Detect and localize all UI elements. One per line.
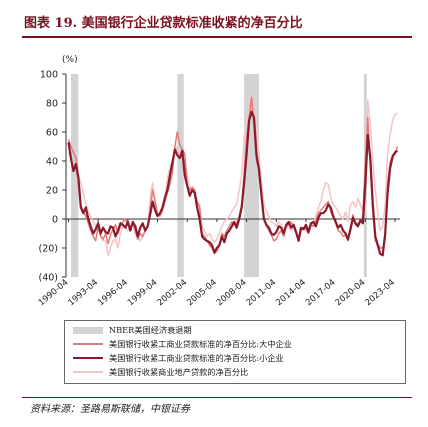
- legend-item-small: 美国银行收紧工商业贷款标准的净百分比:小企业: [73, 352, 284, 364]
- series-line-small: [67, 110, 399, 257]
- y-tick-label: (20): [38, 244, 58, 255]
- x-tick-label: 2023-04: [363, 278, 397, 308]
- legend-label-small: 美国银行收紧工商业贷款标准的净百分比:小企业: [109, 353, 284, 363]
- chart-legend: NBER美国经济衰退期 美国银行收紧工商业贷款标准的净百分比:大中企业 美国银行…: [64, 320, 406, 384]
- y-tick-label: 80: [46, 99, 58, 110]
- legend-swatch-recession: [73, 326, 103, 334]
- y-tick-label: 60: [46, 128, 58, 139]
- recession-band-1: [177, 74, 184, 277]
- x-tick-label: 2008-04: [215, 278, 249, 308]
- y-axis-unit: (%): [62, 55, 78, 65]
- legend-swatch-large: [73, 343, 103, 345]
- x-tick-label: 2020-04: [334, 278, 368, 308]
- legend-swatch-cre: [73, 371, 103, 373]
- x-tick-label: 1999-04: [126, 278, 160, 308]
- x-tick-label: 2014-04: [274, 278, 308, 308]
- y-tick-label: 0: [52, 215, 58, 226]
- source-note: 资料来源：圣路易斯联储，中银证券: [30, 404, 190, 415]
- figure-title: 图表 19. 美国银行企业贷款标准收紧的净百分比: [24, 16, 303, 31]
- y-tick-label: 100: [40, 70, 58, 81]
- series-lines: [67, 95, 399, 257]
- legend-item-cre: 美国银行收紧商业地产贷款的净百分比: [73, 366, 248, 378]
- x-tick-label: 1993-04: [66, 278, 100, 308]
- x-tick-label: 2011-04: [245, 278, 279, 308]
- y-tick-label: 40: [46, 157, 58, 168]
- x-tick-label: 2017-04: [304, 278, 338, 308]
- x-tick-label: 2005-04: [185, 278, 219, 308]
- recession-band-0: [70, 74, 79, 277]
- legend-label-large: 美国银行收紧工商业贷款标准的净百分比:大中企业: [109, 339, 292, 349]
- legend-swatch-small: [73, 356, 103, 360]
- bottom-rule: [22, 397, 412, 398]
- title-rule: [22, 36, 412, 38]
- x-tick-label: 1996-04: [96, 278, 130, 308]
- legend-item-large: 美国银行收紧工商业贷款标准的净百分比:大中企业: [73, 338, 292, 350]
- y-tick-label: 20: [46, 186, 58, 197]
- axes: 100806040200(20)(40)1990-041993-041996-0…: [37, 70, 400, 308]
- y-tick-label: (40): [38, 273, 58, 284]
- legend-label-cre: 美国银行收紧商业地产贷款的净百分比: [109, 367, 249, 377]
- legend-item-recession: NBER美国经济衰退期: [73, 324, 192, 336]
- legend-label-recession: NBER美国经济衰退期: [109, 325, 192, 335]
- x-tick-label: 2002-04: [156, 278, 190, 308]
